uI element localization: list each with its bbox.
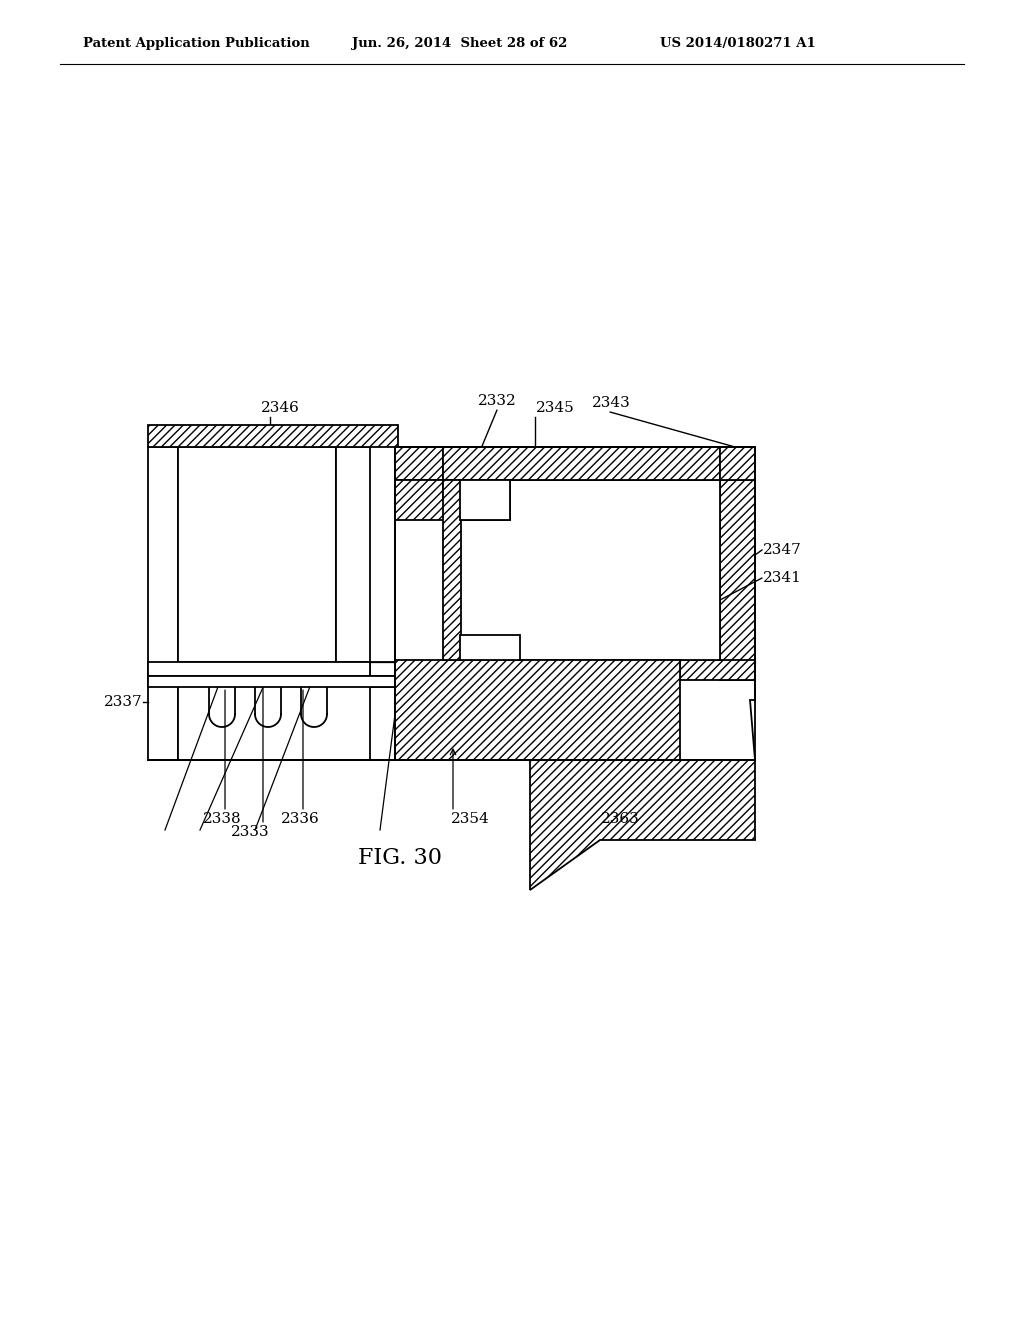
Bar: [336, 447, 370, 663]
Text: 2332: 2332: [477, 393, 516, 408]
Bar: [395, 660, 680, 760]
Polygon shape: [148, 425, 398, 447]
Text: 2337: 2337: [104, 696, 143, 709]
Text: 2338: 2338: [203, 812, 242, 826]
Bar: [178, 447, 336, 663]
Bar: [460, 635, 520, 660]
Bar: [443, 480, 461, 660]
Polygon shape: [443, 480, 510, 520]
Bar: [148, 676, 490, 686]
Text: Patent Application Publication: Patent Application Publication: [83, 37, 309, 50]
Bar: [148, 663, 370, 676]
Text: 2333: 2333: [230, 825, 269, 840]
Text: 2354: 2354: [451, 812, 489, 826]
Bar: [720, 480, 755, 680]
Text: FIG. 30: FIG. 30: [358, 847, 442, 869]
Text: 2346: 2346: [260, 401, 299, 414]
Text: 2345: 2345: [536, 401, 574, 414]
Bar: [460, 480, 720, 660]
Text: 2341: 2341: [763, 572, 802, 585]
Text: 2343: 2343: [592, 396, 631, 411]
Polygon shape: [395, 480, 503, 520]
Text: Jun. 26, 2014  Sheet 28 of 62: Jun. 26, 2014 Sheet 28 of 62: [352, 37, 567, 50]
Bar: [395, 447, 443, 480]
Bar: [178, 663, 370, 760]
Bar: [680, 660, 755, 680]
Polygon shape: [530, 760, 755, 890]
Bar: [460, 480, 510, 520]
Text: US 2014/0180271 A1: US 2014/0180271 A1: [660, 37, 816, 50]
Text: 2336: 2336: [281, 812, 319, 826]
Bar: [720, 447, 755, 480]
Bar: [443, 447, 720, 480]
Text: 2363: 2363: [601, 812, 639, 826]
Polygon shape: [148, 447, 178, 760]
Text: 2347: 2347: [763, 543, 802, 557]
